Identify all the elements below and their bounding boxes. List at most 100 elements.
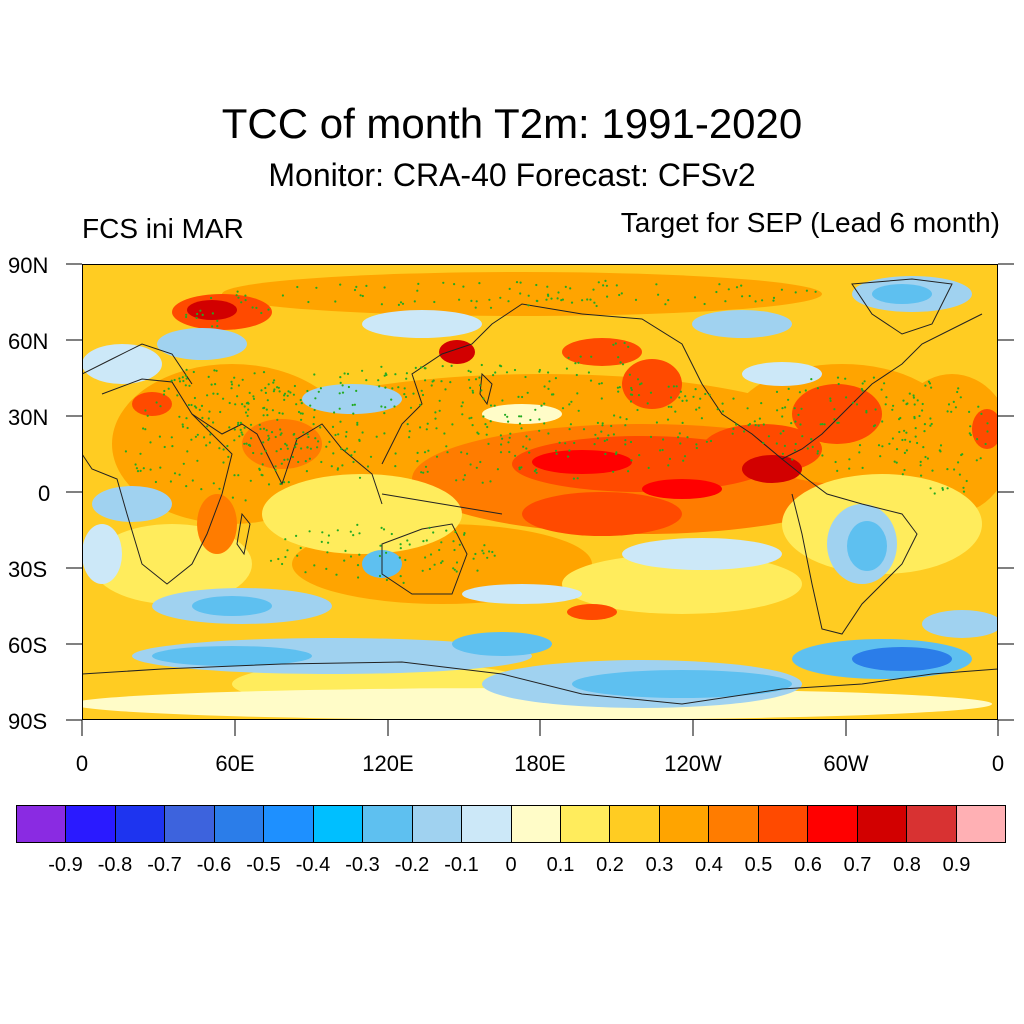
significance-dot [216, 325, 219, 328]
significance-dot [241, 403, 244, 406]
colorbar-swatch [758, 806, 809, 842]
significance-dot [211, 312, 214, 315]
significance-dot [347, 385, 350, 389]
colorbar-swatch [165, 806, 215, 842]
significance-dot [210, 296, 213, 300]
significance-dot [287, 390, 290, 393]
significance-dot [557, 291, 560, 294]
significance-dot [600, 397, 603, 400]
significance-dot [479, 460, 482, 464]
significance-dot [190, 403, 193, 407]
significance-dot [252, 395, 255, 398]
significance-dot [301, 412, 304, 415]
significance-dot [649, 391, 653, 394]
significance-dot [664, 303, 667, 306]
significance-dot [743, 430, 746, 433]
significance-dot [865, 409, 868, 413]
significance-dot [176, 394, 179, 397]
significance-dot [432, 531, 435, 534]
significance-dot [619, 416, 622, 419]
significance-dot [200, 404, 204, 407]
colorbar-label: 0.2 [596, 854, 624, 876]
significance-dot [624, 443, 627, 446]
significance-dot [173, 472, 177, 475]
significance-dot [139, 469, 142, 472]
significance-dot [416, 451, 419, 454]
significance-dot [416, 289, 419, 292]
significance-dot [274, 465, 277, 468]
significance-dot [941, 487, 944, 490]
significance-dot [408, 543, 411, 546]
colorbar-label: -0.4 [295, 854, 331, 876]
significance-dot [196, 312, 199, 316]
significance-dot [205, 444, 208, 447]
significance-dot [954, 406, 958, 409]
colorbar-label: -0.2 [394, 854, 430, 876]
significance-dot [816, 450, 820, 453]
significance-dot [953, 468, 956, 471]
significance-dot [833, 418, 836, 421]
significance-dot [703, 302, 706, 306]
significance-dot [244, 411, 248, 414]
significance-dot [385, 551, 388, 554]
significance-dot [295, 442, 298, 446]
significance-dot [419, 403, 422, 406]
significance-dot [451, 423, 454, 426]
significance-dot [568, 403, 571, 406]
significance-dot [428, 526, 431, 529]
colorbar-label: 0.5 [744, 854, 773, 876]
lat-label-eq: 0 [38, 481, 51, 506]
significance-dot [903, 429, 906, 432]
significance-dot [922, 446, 925, 449]
significance-dot [754, 300, 757, 303]
significance-dot [277, 386, 280, 389]
significance-dot [416, 460, 419, 463]
colorbar-swatch [956, 806, 1006, 842]
significance-dot [783, 444, 787, 447]
significance-dot [244, 299, 247, 302]
significance-dot [293, 432, 296, 436]
initial-month-label: FCS ini MAR [82, 213, 244, 244]
significance-dot [814, 290, 817, 293]
significance-dot [185, 417, 188, 420]
significance-dot [380, 365, 383, 368]
significance-dot [880, 388, 883, 391]
significance-dot [601, 424, 604, 427]
significance-dot [659, 449, 662, 452]
significance-dot [681, 421, 684, 424]
significance-dot [237, 296, 240, 299]
significance-dot [306, 433, 309, 436]
significance-dot [239, 428, 242, 431]
significance-dot [390, 398, 393, 401]
significance-dot [570, 301, 574, 304]
significance-dot [613, 414, 616, 417]
significance-dot [732, 427, 735, 430]
significance-dot [727, 288, 730, 291]
significance-dot [861, 466, 864, 469]
significance-dot [929, 417, 932, 420]
significance-dot [300, 418, 303, 421]
significance-dot [612, 343, 615, 346]
significance-dot [471, 391, 475, 394]
significance-dot [488, 298, 491, 301]
significance-dot [904, 438, 907, 441]
significance-dot [986, 422, 989, 425]
significance-dot [452, 567, 455, 570]
significance-dot [575, 373, 578, 377]
significance-dot [816, 452, 819, 455]
significance-dot [296, 554, 299, 557]
significance-dot [243, 426, 246, 429]
significance-dot [700, 417, 704, 420]
significance-dot [489, 480, 492, 483]
significance-dot [655, 421, 659, 424]
significance-dot [947, 403, 951, 406]
significance-dot [460, 405, 463, 408]
significance-dot [670, 405, 673, 408]
significance-dot [576, 392, 579, 395]
colorbar-swatch [610, 806, 660, 842]
significance-dot [478, 282, 481, 285]
significance-dot [833, 408, 836, 411]
significance-dot [793, 407, 796, 410]
significance-dot [600, 430, 603, 433]
significance-dot [740, 284, 743, 287]
